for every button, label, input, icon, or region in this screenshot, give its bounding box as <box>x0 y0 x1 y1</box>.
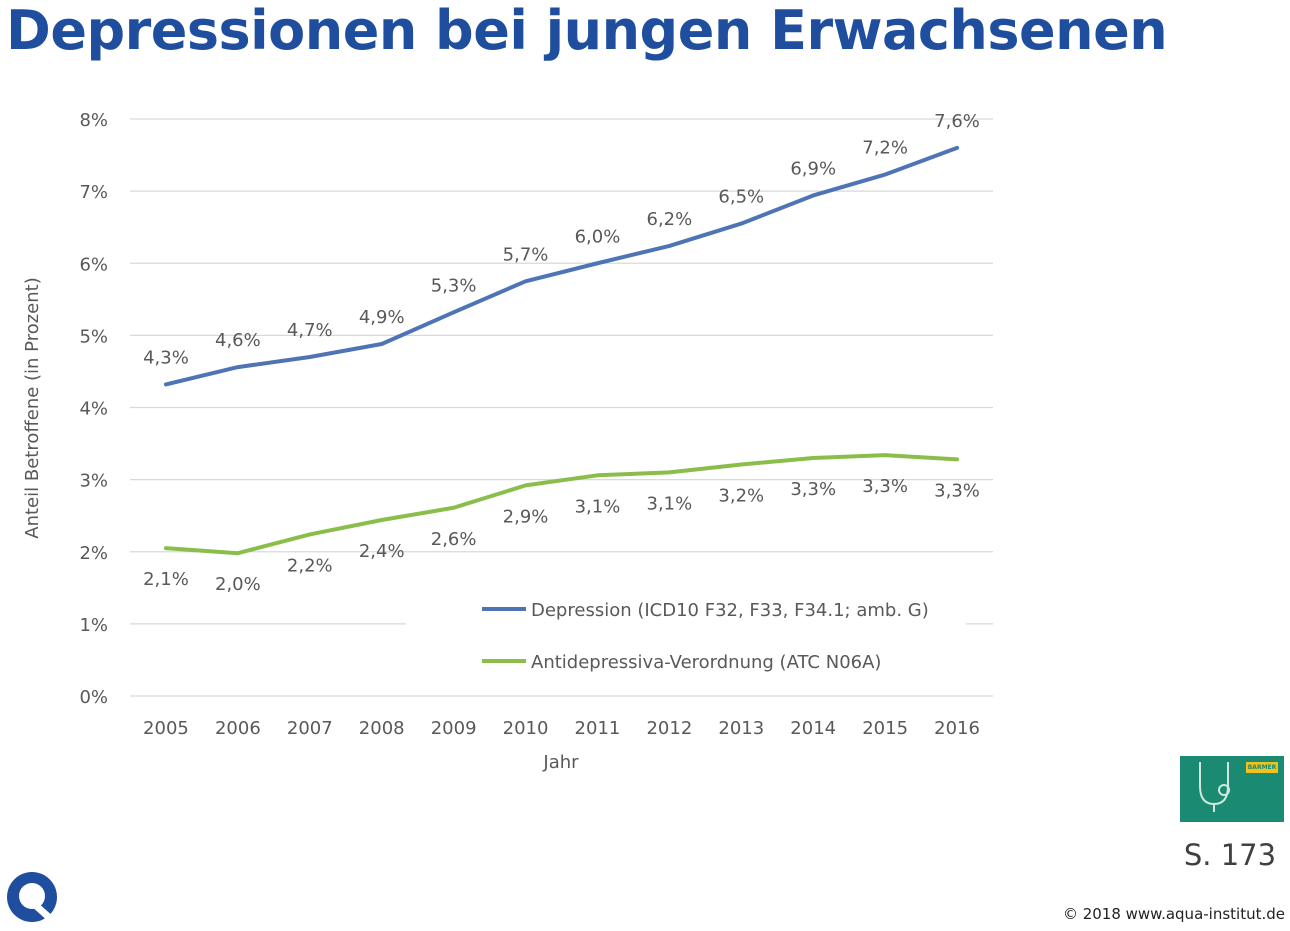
data-label: 4,3% <box>143 347 189 368</box>
copyright-text: © 2018 www.aqua-institut.de <box>1062 905 1285 923</box>
x-tick-label: 2005 <box>143 718 189 739</box>
data-label: 2,2% <box>287 555 333 576</box>
series-lines <box>163 145 960 556</box>
data-label: 7,6% <box>934 111 980 132</box>
y-axis-label: Anteil Betroffene (in Prozent) <box>22 277 43 538</box>
page-title: Depressionen bei jungen Erwachsenen <box>6 0 1168 62</box>
data-label: 6,9% <box>790 158 836 179</box>
book-cover-image: BARMER <box>1180 756 1284 822</box>
y-tick-label: 8% <box>79 110 108 131</box>
x-tick-label: 2012 <box>646 718 692 739</box>
legend-entry: Antidepressiva-Verordnung (ATC N06A) <box>531 652 881 673</box>
data-label: 6,0% <box>575 226 621 247</box>
x-tick-labels: 2005 2006 2007 2008 2009 2010 2011 2012 2013 2014… <box>143 718 980 739</box>
series-line-1 <box>163 145 960 387</box>
x-axis-label: Jahr <box>542 752 579 773</box>
data-label: 5,3% <box>431 275 477 296</box>
x-tick-label: 2014 <box>790 718 836 739</box>
data-label: 6,5% <box>718 187 764 208</box>
data-label: 2,9% <box>503 506 549 527</box>
data-label: 7,2% <box>862 138 908 159</box>
x-tick-label: 2016 <box>934 718 980 739</box>
x-tick-label: 2008 <box>359 718 405 739</box>
x-tick-label: 2013 <box>718 718 764 739</box>
legend: Depression (ICD10 F32, F33, F34.1; amb. … <box>406 585 966 685</box>
page-reference: S. 173 <box>1183 838 1277 872</box>
x-tick-label: 2009 <box>431 718 477 739</box>
data-label: 6,2% <box>647 209 693 230</box>
y-tick-label: 4% <box>79 399 108 420</box>
y-tick-label: 3% <box>79 471 108 492</box>
x-tick-label: 2010 <box>503 718 549 739</box>
data-labels: 4,3% 4,6% 4,7% 4,9% 5,3% 5,7% 6,0% 6,2% 6,5% 6,9%… <box>143 111 980 595</box>
data-label: 4,6% <box>215 330 261 351</box>
data-label: 4,7% <box>287 320 333 341</box>
y-tick-label: 2% <box>79 543 108 564</box>
x-tick-label: 2007 <box>287 718 333 739</box>
q-logo-icon <box>7 872 57 924</box>
y-tick-label: 7% <box>79 182 108 203</box>
x-tick-label: 2011 <box>575 718 621 739</box>
data-label: 5,7% <box>503 244 549 265</box>
data-label: 4,9% <box>359 307 405 328</box>
x-tick-label: 2015 <box>862 718 908 739</box>
series-line-2 <box>163 453 960 556</box>
y-tick-label: 1% <box>79 615 108 636</box>
data-label: 3,2% <box>718 485 764 506</box>
legend-entry: Depression (ICD10 F32, F33, F34.1; amb. … <box>531 600 929 621</box>
data-label: 3,1% <box>647 493 693 514</box>
x-tick-label: 2006 <box>215 718 261 739</box>
data-label: 2,0% <box>215 574 261 595</box>
stethoscope-icon <box>1199 762 1230 812</box>
barmer-logo: BARMER <box>1246 762 1278 773</box>
data-label: 2,6% <box>431 529 477 550</box>
y-tick-label: 0% <box>79 687 108 708</box>
data-label: 3,3% <box>934 480 980 501</box>
data-label: 2,1% <box>143 569 189 590</box>
y-tick-label: 6% <box>79 254 108 275</box>
data-label: 3,3% <box>790 479 836 500</box>
y-tick-label: 5% <box>79 326 108 347</box>
y-tick-labels: 0% 1% 2% 3% 4% 5% 6% 7% 8% <box>79 110 108 708</box>
data-label: 2,4% <box>359 541 405 562</box>
data-label: 3,3% <box>862 476 908 497</box>
data-label: 3,1% <box>575 496 621 517</box>
legend-background <box>406 585 966 685</box>
